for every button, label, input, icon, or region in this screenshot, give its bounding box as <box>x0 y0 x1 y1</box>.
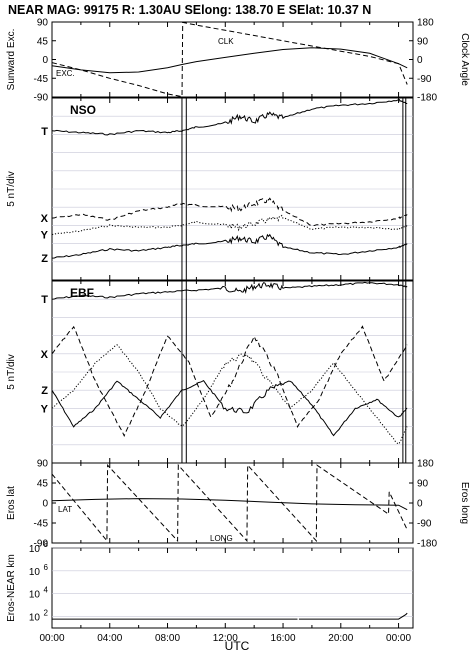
ylabel-eros-lat: Eros lat <box>6 486 17 520</box>
x-tick-label: 08:00 <box>155 633 180 644</box>
y-tick-right: 0 <box>417 55 423 66</box>
series-nso-x <box>51 197 408 227</box>
ylabel-ebf: 5 nT/div <box>6 354 17 390</box>
y-tick-left: -45 <box>34 74 49 85</box>
y-tick-right: 180 <box>417 459 434 470</box>
ylabel-sunward: Sunward Exc. <box>6 29 17 91</box>
y-tick-left: 0 <box>42 499 48 510</box>
x-tick-label: 12:00 <box>213 633 238 644</box>
y-tick-left: -45 <box>34 519 49 530</box>
y-tick-exponent: 8 <box>44 540 49 549</box>
ylabel-nso: 5 nT/div <box>6 171 17 207</box>
panels: 90 45 0 -45 -90 180 90 0 -90 -180 CLK EXC. Sunward E… <box>6 18 470 645</box>
series-ebf-z <box>51 379 408 437</box>
component-label-x: X <box>41 349 49 361</box>
y-tick-left: 45 <box>37 479 49 490</box>
y-tick-right: 180 <box>417 18 434 29</box>
y-tick-exponent: 4 <box>44 586 49 595</box>
y-tick-left: 10 <box>29 613 41 624</box>
y-tick-left: -90 <box>34 93 49 104</box>
figure-title: NEAR MAG: 99175 R: 1.30AU SElong: 138.70… <box>8 3 371 17</box>
component-label-z: Z <box>41 253 48 265</box>
panel-label-nso: NSO <box>70 103 96 117</box>
component-label-y: Y <box>41 230 49 242</box>
series-nso-y <box>51 214 408 235</box>
y-tick-left: 10 <box>29 590 41 601</box>
y-tick-right: -90 <box>417 519 432 530</box>
annotation-exc: EXC. <box>56 69 75 78</box>
xlabel-utc: UTC <box>225 639 250 653</box>
y-tick-right: -180 <box>417 539 437 550</box>
series-nso-t <box>51 98 408 136</box>
y-tick-right: 0 <box>417 499 423 510</box>
ylabel-eros-long: Eros long <box>459 482 470 524</box>
panel-sunward-frame <box>51 21 414 98</box>
annotation-long: LONG <box>210 534 233 543</box>
y-tick-exponent: 2 <box>44 609 49 618</box>
panel-label-ebf: EBF <box>70 286 94 300</box>
x-tick-label: 00:00 <box>39 633 64 644</box>
series-exc <box>51 47 408 74</box>
y-tick-left: 45 <box>37 36 49 47</box>
series-lat <box>51 498 408 511</box>
y-tick-right: 90 <box>417 36 429 47</box>
series-nso-z <box>51 233 408 259</box>
ylabel-clock: Clock Angle <box>459 33 470 86</box>
panel-eros-frame <box>51 462 414 544</box>
component-label-z: Z <box>41 385 48 397</box>
series-long <box>51 463 408 543</box>
x-tick-label: 04:00 <box>97 633 122 644</box>
x-tick-label: 20:00 <box>328 633 353 644</box>
y-tick-left: 10 <box>29 567 41 578</box>
component-label-t: T <box>41 126 48 138</box>
annotation-clk: CLK <box>218 37 234 46</box>
annotation-lat: LAT <box>58 505 72 514</box>
y-tick-left: -90 <box>34 539 49 550</box>
y-tick-left: 10 <box>29 544 41 555</box>
series-ebf-x <box>51 325 408 438</box>
x-tick-label: 16:00 <box>271 633 296 644</box>
series-distance <box>298 612 408 620</box>
y-tick-left: 0 <box>42 55 48 66</box>
y-tick-exponent: 6 <box>44 563 49 572</box>
x-tick-label: 00:00 <box>386 633 411 644</box>
y-tick-right: -90 <box>417 74 432 85</box>
component-label-t: T <box>41 294 48 306</box>
ylabel-distance: Eros-NEAR km <box>6 554 17 622</box>
series-ebf-y <box>51 344 408 445</box>
series-ebf-t <box>51 281 408 300</box>
panel-distance-frame <box>51 547 414 629</box>
y-tick-right: 90 <box>417 479 429 490</box>
y-tick-left: 90 <box>37 459 49 470</box>
y-tick-right: -180 <box>417 93 437 104</box>
component-label-y: Y <box>41 403 49 415</box>
y-tick-left: 90 <box>37 18 49 29</box>
series-clk <box>51 21 408 98</box>
component-label-x: X <box>41 213 49 225</box>
